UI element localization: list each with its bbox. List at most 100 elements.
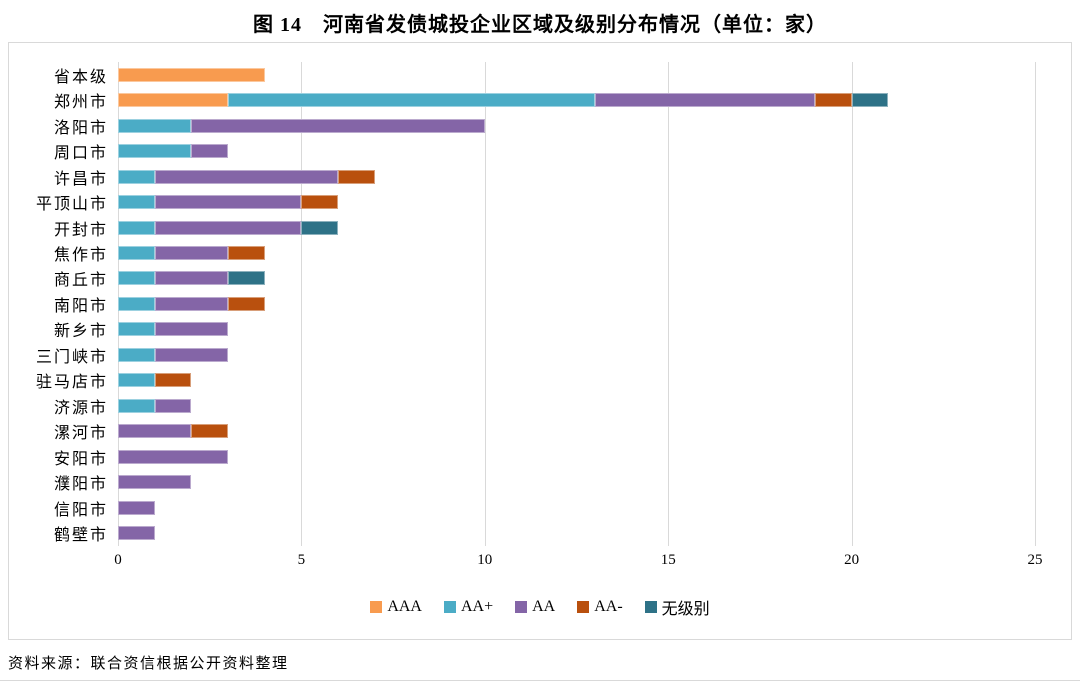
stacked-bar <box>118 475 1035 490</box>
bar-segment-aa <box>154 271 229 286</box>
bar-segment-aa <box>191 144 229 159</box>
bar-segment-aa <box>118 475 192 490</box>
bar-segment-aa-plus <box>118 195 155 210</box>
gridline <box>851 62 853 546</box>
y-axis-label: 许昌市 <box>53 170 108 188</box>
chart-row <box>118 291 1035 316</box>
bar-segment-aa-minus <box>191 424 229 439</box>
y-axis-category-labels: 省本级 郑州市 洛阳市 周口市 许昌市 平顶山市 开封市 焦作市 商丘市 南阳市 新乡市 三门峡市 驻马… <box>9 62 112 546</box>
bar-segment-aa-minus <box>154 373 192 388</box>
y-axis-label: 信阳市 <box>53 501 108 519</box>
chart-row <box>118 164 1035 189</box>
bar-segment-aa-plus <box>118 373 155 388</box>
plot-area <box>118 62 1036 546</box>
bar-segment-aa-plus <box>118 144 192 159</box>
gridline <box>301 62 303 546</box>
bar-segment-aa <box>154 169 339 184</box>
chart-row <box>118 368 1035 393</box>
gridline <box>668 62 670 546</box>
stacked-bar <box>118 67 1035 82</box>
stacked-bar <box>118 93 1035 108</box>
bar-segment-aa <box>154 347 229 362</box>
chart-row <box>118 470 1035 495</box>
stacked-bar <box>118 144 1035 159</box>
chart-row <box>118 393 1035 418</box>
bar-segment-aa-plus <box>118 118 192 133</box>
legend-item-no-rating: 无级别 <box>644 595 710 619</box>
x-axis-tick: 0 <box>114 552 122 568</box>
legend-swatch-aa-minus <box>577 601 590 613</box>
y-axis-label: 濮阳市 <box>53 476 108 494</box>
chart-row <box>118 419 1035 444</box>
y-axis-label: 平顶山市 <box>35 196 108 214</box>
legend-item-aa: AA <box>515 598 555 616</box>
bar-segment-aa <box>154 322 229 337</box>
bar-segment-aa-plus <box>118 296 155 311</box>
x-axis-tick: 15 <box>660 552 676 568</box>
bar-rows <box>118 62 1035 546</box>
stacked-bar <box>118 246 1035 261</box>
bar-segment-aa-minus <box>228 296 265 311</box>
chart-row <box>118 87 1035 112</box>
x-axis-tick-labels: 0 5 10 15 20 25 <box>114 552 1042 574</box>
legend-swatch-no-rating <box>644 601 657 613</box>
bar-segment-aaa <box>118 93 229 108</box>
stacked-bar <box>118 373 1035 388</box>
bar-segment-aa-minus <box>301 195 339 210</box>
stacked-bar <box>118 271 1035 286</box>
bar-segment-aa <box>154 246 229 261</box>
chart-row <box>118 215 1035 240</box>
x-axis-tick: 5 <box>297 552 306 568</box>
legend-swatch-aaa <box>370 601 383 613</box>
chart-row <box>118 444 1035 469</box>
chart-row <box>118 240 1035 265</box>
y-axis-label: 漯河市 <box>53 425 108 443</box>
y-axis-label: 焦作市 <box>53 247 108 265</box>
y-axis-label: 驻马店市 <box>35 374 108 392</box>
legend-item-aaa: AAA <box>370 598 422 616</box>
legend-label: AA+ <box>460 598 494 615</box>
bar-segment-aa-plus <box>118 246 155 261</box>
bar-segment-aa-minus <box>338 169 375 184</box>
legend-label: 无级别 <box>661 601 710 618</box>
legend-label: AAA <box>387 598 422 615</box>
bar-segment-aa <box>191 118 485 133</box>
gridline <box>484 62 486 546</box>
bar-segment-aa <box>118 424 192 439</box>
chart-row <box>118 495 1035 520</box>
bottom-divider <box>0 680 1080 681</box>
stacked-bar <box>118 449 1035 464</box>
bar-segment-aa-plus <box>118 220 155 235</box>
legend-item-aa-minus: AA- <box>577 598 623 616</box>
chart-row <box>118 113 1035 138</box>
stacked-bar <box>118 296 1035 311</box>
chart-row <box>118 317 1035 342</box>
chart-legend: AAA AA+ AA AA- 无级别 <box>9 595 1071 619</box>
bar-segment-no-rating <box>301 220 339 235</box>
bar-segment-aa <box>154 220 302 235</box>
stacked-bar <box>118 347 1035 362</box>
y-axis-label: 商丘市 <box>53 272 108 290</box>
stacked-bar <box>118 526 1035 541</box>
bar-segment-aa-minus <box>228 246 265 261</box>
bar-segment-aa-plus <box>118 322 155 337</box>
chart-row <box>118 520 1035 545</box>
gridline <box>1035 62 1036 546</box>
bar-segment-aa <box>154 398 192 413</box>
bar-segment-no-rating <box>851 93 889 108</box>
x-axis-tick: 25 <box>1027 552 1043 568</box>
stacked-bar <box>118 220 1035 235</box>
chart-row <box>118 342 1035 367</box>
bar-segment-aa <box>154 195 302 210</box>
y-axis-label: 洛阳市 <box>53 119 108 137</box>
bar-segment-aa-plus <box>118 398 155 413</box>
chart-title: 图 14 河南省发债城投企业区域及级别分布情况（单位：家） <box>253 14 827 36</box>
x-axis-tick: 20 <box>844 552 860 568</box>
y-axis-label: 郑州市 <box>53 94 108 112</box>
chart-row <box>118 189 1035 214</box>
y-axis-label: 济源市 <box>53 399 108 417</box>
bar-segment-aa-plus <box>228 93 595 108</box>
y-axis-label: 三门峡市 <box>35 348 108 366</box>
legend-item-aa-plus: AA+ <box>443 598 494 616</box>
bar-segment-aa <box>154 296 229 311</box>
